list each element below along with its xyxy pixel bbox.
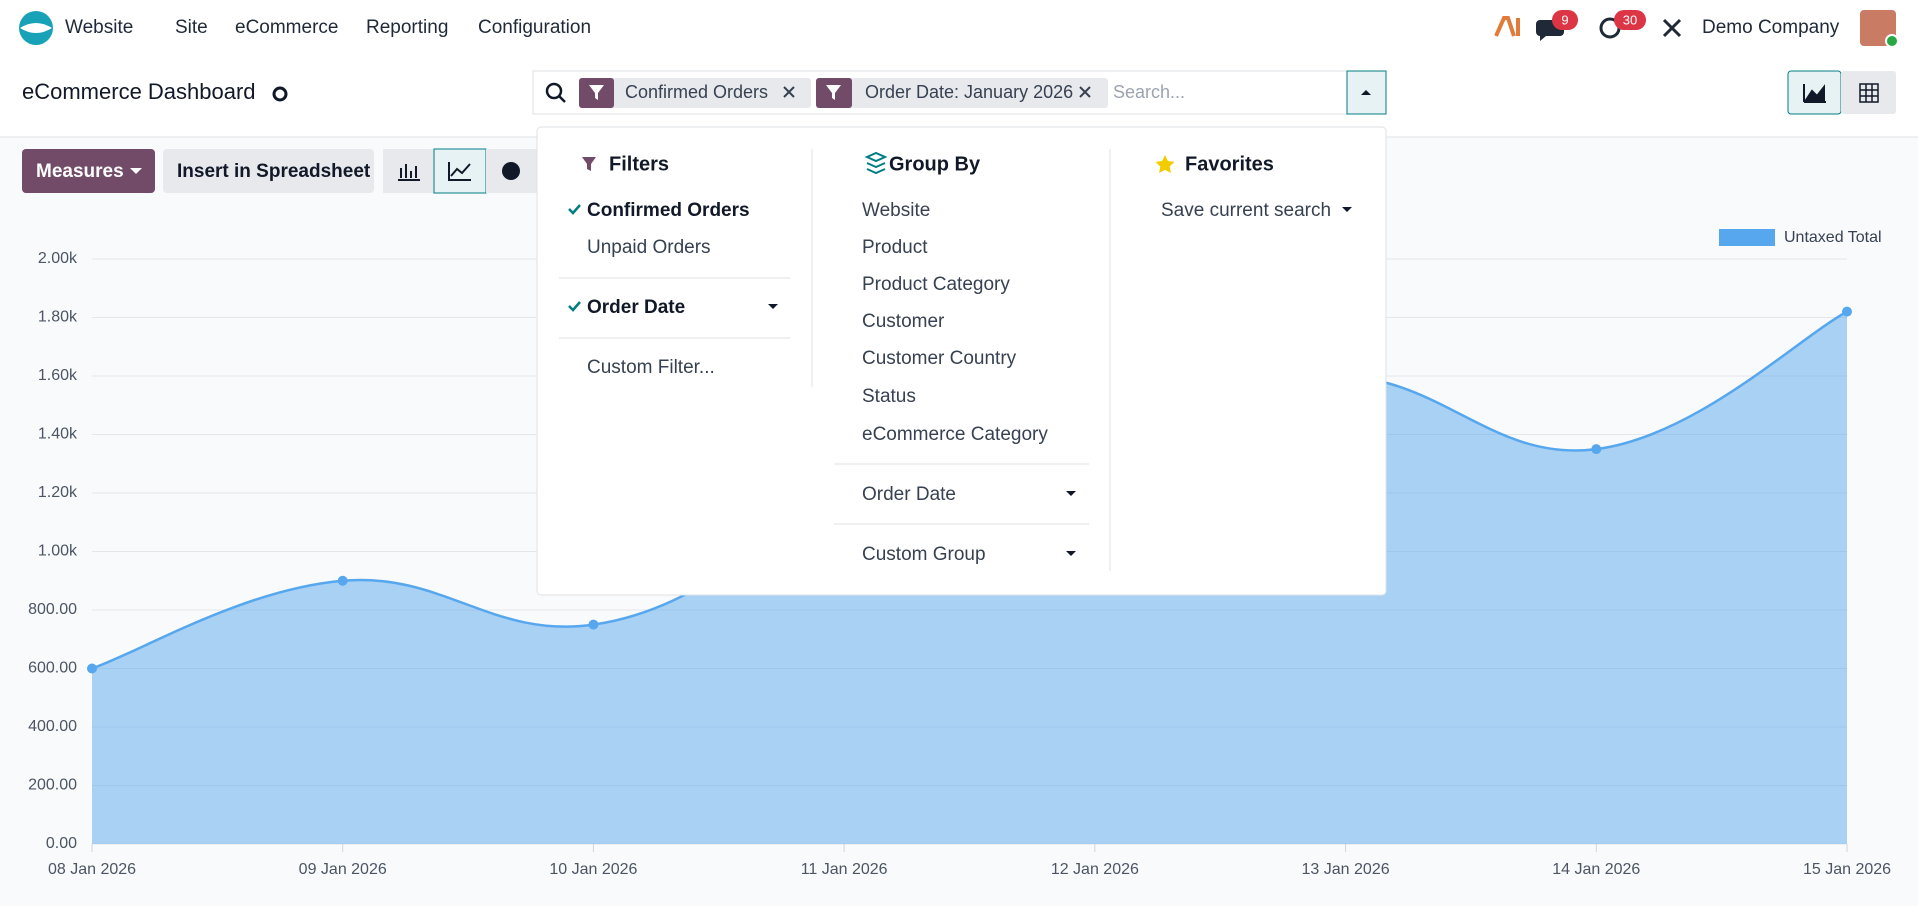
menu[interactable]: eCommerce bbox=[235, 17, 338, 38]
ai-icon[interactable] bbox=[1494, 16, 1520, 37]
gear-icon[interactable] bbox=[272, 86, 288, 102]
y-tick-label: 2.00k bbox=[38, 250, 78, 267]
point bbox=[1591, 444, 1602, 455]
facet-remove[interactable] bbox=[1079, 86, 1091, 98]
page-title: eCommerce Dashboard bbox=[22, 79, 256, 104]
x-tick-label: 13 Jan 2026 bbox=[1302, 861, 1390, 878]
filter-icon bbox=[582, 157, 596, 171]
bar-icon bbox=[398, 164, 420, 181]
y-tick-label: 1.60k bbox=[38, 367, 78, 384]
measures-button[interactable] bbox=[22, 149, 155, 193]
caret bbox=[1361, 90, 1371, 95]
y-tick-label: 0.00 bbox=[46, 835, 77, 852]
badge bbox=[1552, 10, 1578, 30]
tools-icon[interactable] bbox=[1662, 18, 1682, 38]
x-tick-label: 09 Jan 2026 bbox=[299, 861, 387, 878]
filter-item[interactable]: Confirmed Orders bbox=[587, 200, 750, 221]
table-icon bbox=[1859, 83, 1879, 103]
group-item[interactable]: Product bbox=[862, 237, 928, 258]
menu[interactable]: Reporting bbox=[366, 17, 448, 38]
group-item[interactable]: Website bbox=[862, 200, 930, 221]
caret bbox=[130, 168, 142, 174]
group-item[interactable]: Customer Country bbox=[862, 348, 1017, 369]
logo-wave bbox=[20, 23, 52, 33]
check bbox=[568, 204, 581, 215]
facet bbox=[579, 78, 811, 108]
area-icon bbox=[1803, 84, 1826, 103]
spreadsheet-button[interactable] bbox=[163, 149, 374, 193]
check bbox=[568, 301, 581, 312]
search-dropdown bbox=[536, 126, 1387, 596]
y-tick-label: 1.40k bbox=[38, 426, 78, 443]
status-dot bbox=[1885, 34, 1899, 48]
app-name[interactable]: Website bbox=[65, 17, 133, 38]
group-item[interactable]: Status bbox=[862, 386, 916, 407]
caret bbox=[1066, 551, 1076, 556]
x-tick-label: 14 Jan 2026 bbox=[1552, 861, 1640, 878]
search-icon bbox=[545, 82, 563, 100]
search-icon bbox=[558, 95, 566, 103]
x-tick-label: 11 Jan 2026 bbox=[801, 861, 888, 878]
group-item[interactable]: Customer bbox=[862, 311, 945, 332]
y-tick-label: 200.00 bbox=[28, 777, 77, 794]
activity-badge: 30 bbox=[1623, 12, 1637, 27]
group-item[interactable]: Product Category bbox=[862, 274, 1010, 295]
y-tick-label: 1.80k bbox=[38, 309, 78, 326]
menu[interactable]: Configuration bbox=[478, 17, 591, 38]
y-tick-label: 1.00k bbox=[38, 543, 78, 560]
star-icon bbox=[1155, 155, 1175, 173]
filter-icon bbox=[826, 85, 841, 100]
facet bbox=[816, 78, 1108, 108]
x-tick-label: 08 Jan 2026 bbox=[48, 861, 136, 878]
x-tick-label: 12 Jan 2026 bbox=[1051, 861, 1139, 878]
point bbox=[87, 663, 97, 674]
x-tick-label: 10 Jan 2026 bbox=[549, 861, 637, 878]
bar-chart-button[interactable] bbox=[383, 149, 434, 193]
favorite-item[interactable]: Save current search bbox=[1161, 200, 1331, 221]
line-icon bbox=[448, 162, 471, 181]
search-placeholder[interactable]: Search... bbox=[1113, 82, 1185, 102]
filter-icon bbox=[589, 85, 604, 100]
y-tick-label: 600.00 bbox=[28, 660, 77, 677]
facet-label: Confirmed Orders bbox=[625, 82, 768, 102]
pivot-view-button[interactable] bbox=[1841, 71, 1896, 114]
legend-label: Untaxed Total bbox=[1784, 229, 1882, 246]
y-tick-label: 1.20k bbox=[38, 484, 78, 501]
company[interactable]: Demo Company bbox=[1702, 17, 1840, 38]
filters-title: Filters bbox=[609, 153, 669, 175]
chat-badge: 9 bbox=[1561, 12, 1568, 27]
x-tick-label: 15 Jan 2026 bbox=[1803, 861, 1891, 878]
menu[interactable]: Site bbox=[175, 17, 208, 38]
filter-item[interactable]: Order Date bbox=[587, 297, 685, 318]
badge bbox=[1614, 10, 1646, 30]
legend-swatch bbox=[1719, 229, 1775, 246]
point bbox=[588, 619, 599, 630]
group-by-title: Group By bbox=[889, 153, 981, 175]
measures-label: Measures bbox=[36, 161, 124, 182]
pie-icon bbox=[502, 162, 520, 180]
point bbox=[1842, 306, 1852, 317]
point bbox=[337, 575, 348, 586]
caret bbox=[768, 304, 778, 309]
group-item[interactable]: eCommerce Category bbox=[862, 424, 1048, 445]
group-item[interactable]: Order Date bbox=[862, 484, 956, 505]
caret bbox=[1342, 207, 1352, 212]
favorites-title: Favorites bbox=[1185, 153, 1274, 175]
y-tick-label: 800.00 bbox=[28, 601, 77, 618]
group-item[interactable]: Custom Group bbox=[862, 544, 986, 565]
facet-remove[interactable] bbox=[783, 86, 795, 98]
spreadsheet-label: Insert in Spreadsheet bbox=[177, 161, 371, 182]
y-tick-label: 400.00 bbox=[28, 718, 77, 735]
layers-icon bbox=[864, 151, 888, 175]
facet-label: Order Date: January 2026 bbox=[865, 82, 1073, 102]
filter-item[interactable]: Custom Filter... bbox=[587, 357, 715, 378]
caret bbox=[1066, 491, 1076, 496]
filter-item[interactable]: Unpaid Orders bbox=[587, 237, 711, 258]
